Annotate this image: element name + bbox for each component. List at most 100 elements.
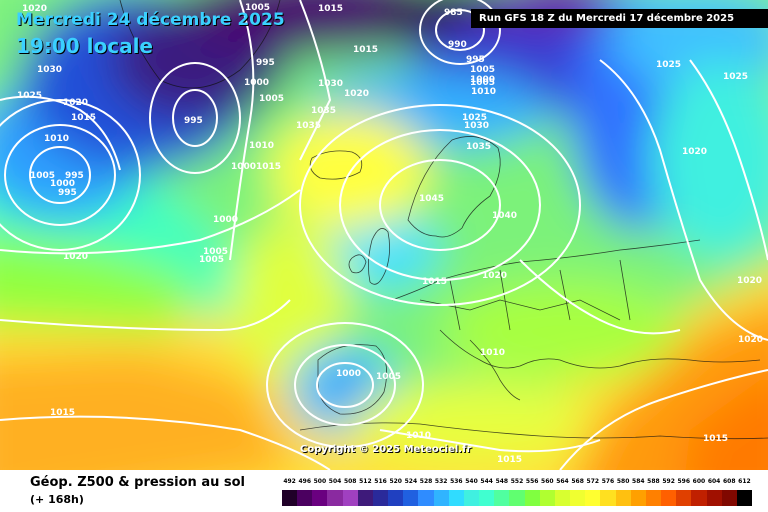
scale-label: 608 <box>722 478 736 485</box>
scale-label: 536 <box>450 478 463 485</box>
scale-label: 540 <box>465 478 478 485</box>
isobar-label: 1005 <box>199 255 224 265</box>
isobar-label: 1025 <box>17 91 42 101</box>
run-info: Run GFS 18 Z du Mercredi 17 décembre 202… <box>471 9 768 28</box>
isobar-label: 1005 <box>259 94 284 104</box>
scale-swatch <box>676 490 692 506</box>
scale-swatch <box>509 490 526 506</box>
scale-swatch <box>570 490 586 506</box>
isobar-label: 1020 <box>682 147 707 157</box>
scale-swatch <box>297 490 313 506</box>
scale-label: 524 <box>404 478 418 485</box>
scale-swatch <box>372 490 389 506</box>
scale-swatch <box>600 490 617 506</box>
isobar-label: 1010 <box>480 348 505 358</box>
scale-label: 556 <box>525 478 539 485</box>
scale-swatch <box>463 490 480 506</box>
scale-swatch <box>691 490 707 506</box>
isobar-label: 1005 <box>470 78 495 88</box>
isobar-label: 1015 <box>71 113 96 123</box>
isobar-label: 1005 <box>470 65 495 75</box>
isobar-label: 1000 <box>336 369 361 379</box>
isobar-label: 1025 <box>656 60 681 70</box>
scale-label: 564 <box>556 478 569 485</box>
isobar-label: 1000 <box>231 162 256 172</box>
isobar-label: 1015 <box>703 434 728 444</box>
isobar-label: 1005 <box>245 3 270 13</box>
scale-swatch <box>418 490 435 506</box>
scale-label: 528 <box>419 478 433 485</box>
isobar-label: 995 <box>466 55 485 65</box>
scale-label: 612 <box>738 478 751 485</box>
isobar-label: 1020 <box>63 252 88 262</box>
scale-label: 604 <box>707 478 721 485</box>
valid-date: Mercredi 24 décembre 2025 <box>16 10 285 30</box>
isobar-label: 995 <box>58 188 77 198</box>
isobar-label: 1020 <box>482 271 507 281</box>
isobar-label: 1040 <box>492 211 517 221</box>
isobar-label: 995 <box>256 58 275 68</box>
isobar-label: 1010 <box>249 141 274 151</box>
scale-label: 544 <box>480 478 493 485</box>
copyright: Copyright © 2025 Meteociel.fr <box>300 444 472 455</box>
isobar-label: 1020 <box>22 4 47 14</box>
isobar-label: 1035 <box>311 106 336 116</box>
scale-label: 500 <box>313 478 327 485</box>
isobar-label: 1025 <box>462 113 487 123</box>
isobar-label: 1015 <box>497 455 522 465</box>
isobar-label: 1000 <box>244 78 269 88</box>
scale-swatch <box>554 490 571 506</box>
scale-swatch <box>539 490 556 506</box>
scale-label: 584 <box>632 478 645 485</box>
scale-label: 496 <box>298 478 311 485</box>
isobar-label: 1015 <box>318 4 343 14</box>
scale-label: 560 <box>541 478 554 485</box>
isobar-label: 1030 <box>318 79 343 89</box>
isobar-label: 1015 <box>50 408 75 418</box>
scale-swatch <box>448 490 465 506</box>
isobar-label: 1000 <box>470 75 495 85</box>
isobar-label: 1005 <box>30 171 55 181</box>
scale-label: 576 <box>601 478 615 485</box>
scale-swatch <box>388 490 404 506</box>
scale-swatch <box>615 490 632 506</box>
scale-label: 512 <box>359 478 372 485</box>
scale-label: 568 <box>571 478 584 485</box>
isobar-label: 1020 <box>737 276 762 286</box>
scale-label: 572 <box>586 478 600 485</box>
scale-swatch <box>433 490 450 506</box>
isobar-label: 1005 <box>376 372 401 382</box>
scale-label: 508 <box>343 478 357 485</box>
legend-title: Géop. Z500 & pression au sol <box>30 475 245 490</box>
scale-label: 548 <box>495 478 509 485</box>
isobar-label: 1015 <box>353 45 378 55</box>
scale-label: 516 <box>374 478 387 485</box>
scale-label: 580 <box>616 478 630 485</box>
scale-label: 596 <box>677 478 691 485</box>
scale-swatch <box>661 490 677 506</box>
scale-swatch <box>736 490 753 506</box>
isobar-label: 1030 <box>464 121 489 131</box>
scale-swatch <box>403 490 419 506</box>
isobar-label: 1020 <box>738 335 763 345</box>
scale-swatch <box>312 490 328 506</box>
isobar-label: 1035 <box>296 121 321 131</box>
scale-swatch <box>282 490 298 506</box>
isobar-label: 985 <box>444 8 463 18</box>
scale-swatch <box>342 490 359 506</box>
isobar-label: 1015 <box>256 162 281 172</box>
scale-swatch <box>524 490 541 506</box>
scale-swatch <box>357 490 374 506</box>
isobar-label: 1010 <box>471 87 496 97</box>
color-scale-bar <box>282 490 753 506</box>
legend-subtitle: (+ 168h) <box>30 493 84 506</box>
scale-label: 532 <box>434 478 448 485</box>
isobar-label: 1010 <box>406 431 431 441</box>
isobar-label: 1015 <box>422 277 447 287</box>
scale-swatch <box>630 490 647 506</box>
isobar-lines <box>0 0 768 470</box>
scale-label: 492 <box>283 478 296 485</box>
